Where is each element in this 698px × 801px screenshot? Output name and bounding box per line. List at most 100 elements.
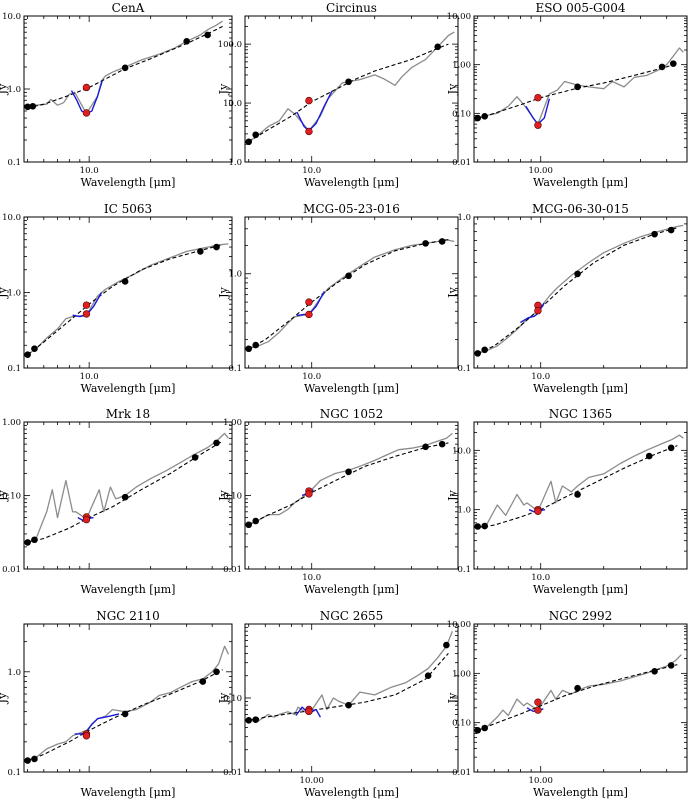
- plot-area: [474, 217, 687, 368]
- chart-title: ESO 005-G004: [535, 1, 625, 15]
- x-tick-label: 10.0: [531, 573, 550, 583]
- peak-point: [534, 698, 542, 706]
- anchor-point: [31, 536, 38, 544]
- y-axis-label: Jy: [0, 286, 9, 298]
- axes-frame: [23, 623, 233, 773]
- plot-area: [245, 16, 458, 162]
- anchor-point: [651, 230, 658, 238]
- anchor-point: [213, 668, 220, 676]
- y-tick-label: 1.0: [228, 270, 242, 280]
- spectrum-line: [27, 20, 223, 115]
- peak-point: [305, 490, 313, 498]
- x-axis-label: Wavelength [μm]: [533, 176, 628, 189]
- anchor-point: [474, 523, 482, 530]
- x-tick-label: 10.0: [80, 372, 99, 382]
- anchor-point: [24, 351, 31, 359]
- x-axis-label: Wavelength [μm]: [533, 583, 628, 596]
- anchor-point: [422, 240, 429, 247]
- x-tick-label: 10.00: [529, 166, 553, 176]
- anchor-point: [669, 60, 677, 67]
- y-tick-label: 1.0: [7, 668, 21, 678]
- plot-area: [474, 16, 687, 162]
- anchor-point: [213, 243, 220, 251]
- x-tick-label: 10.0: [531, 372, 550, 382]
- x-tick-label: 10.00: [300, 776, 324, 786]
- plot-area: [474, 624, 687, 772]
- y-tick-label: 0.10: [223, 492, 242, 502]
- y-tick-label: 0.01: [452, 158, 471, 168]
- y-axis-label: Jy: [446, 489, 459, 501]
- peak-point: [82, 109, 91, 117]
- x-axis-label: Wavelength [μm]: [81, 583, 176, 596]
- y-tick-label: 10.0: [452, 446, 471, 456]
- chart-title: MCG-06-30-015: [532, 202, 629, 216]
- chart-title: MCG-05-23-016: [303, 202, 400, 216]
- series-group: [24, 243, 229, 359]
- anchor-point: [252, 716, 260, 723]
- axes-frame: [473, 623, 688, 773]
- axes-frame: [473, 15, 688, 163]
- y-tick-label: 0.1: [7, 364, 21, 374]
- x-tick-label: 10.00: [529, 776, 553, 786]
- anchor-point: [121, 278, 129, 285]
- y-tick-label: 1.0: [7, 289, 21, 299]
- y-axis-label: Jy: [217, 489, 230, 501]
- y-axis-label: Jy: [217, 83, 230, 95]
- y-axis-label: Jy: [0, 83, 9, 95]
- y-tick-label: 1.00: [223, 418, 242, 428]
- y-tick-label: 1.00: [2, 418, 21, 428]
- series-group: [474, 224, 684, 357]
- anchor-point: [197, 248, 204, 255]
- y-axis-label: Jy: [217, 692, 230, 704]
- peak-point: [534, 507, 542, 515]
- x-tick-label: 10.0: [302, 166, 321, 176]
- series-group: [474, 47, 684, 129]
- plot-area: [24, 624, 232, 772]
- y-tick-label: 1.00: [452, 61, 471, 71]
- series-group: [245, 31, 455, 146]
- anchor-point: [645, 452, 653, 460]
- y-axis-label: Jy: [217, 286, 230, 298]
- anchor-point: [438, 440, 446, 448]
- anchor-point: [574, 684, 581, 692]
- y-tick-label: 10.00: [447, 12, 471, 22]
- anchor-point: [24, 539, 31, 546]
- anchor-point: [245, 345, 253, 353]
- x-axis-label: Wavelength [μm]: [304, 176, 399, 189]
- y-tick-label: 0.1: [457, 565, 471, 575]
- peak-point: [534, 706, 542, 714]
- peak-point: [82, 310, 91, 318]
- series-group: [474, 434, 684, 530]
- y-tick-label: 0.1: [457, 364, 471, 374]
- y-axis-label: Jy: [0, 489, 9, 501]
- panel-mrk-18: Mrk 18 0.01 0.10 1.00 Wavelength [μm] Jy: [0, 407, 233, 596]
- anchor-point: [345, 468, 352, 476]
- y-tick-label: 1.0: [457, 506, 471, 516]
- axes-frame: [23, 216, 233, 369]
- y-tick-label: 0.1: [7, 158, 21, 168]
- axes-frame: [473, 216, 688, 369]
- chart-title: NGC 2992: [549, 609, 613, 623]
- anchor-point: [422, 443, 429, 451]
- anchor-point: [574, 83, 581, 91]
- anchor-point: [474, 727, 482, 734]
- chart-title: NGC 2655: [320, 609, 384, 623]
- anchor-point: [424, 672, 432, 680]
- peak-point: [82, 732, 91, 740]
- x-tick-label: 10.0: [302, 372, 321, 382]
- spectrum-line: [477, 434, 684, 529]
- anchor-point: [474, 350, 482, 357]
- chart-title: NGC 1365: [549, 407, 613, 421]
- anchor-point: [24, 103, 31, 111]
- chart-title: CenA: [112, 1, 145, 15]
- anchor-point: [443, 641, 450, 649]
- x-tick-label: 10.0: [80, 166, 99, 176]
- y-tick-label: 100.0: [218, 40, 242, 50]
- peak-point: [82, 301, 91, 309]
- y-tick-label: 10.0: [2, 12, 21, 22]
- chart-title: Mrk 18: [106, 407, 150, 421]
- y-tick-label: 10.0: [2, 213, 21, 223]
